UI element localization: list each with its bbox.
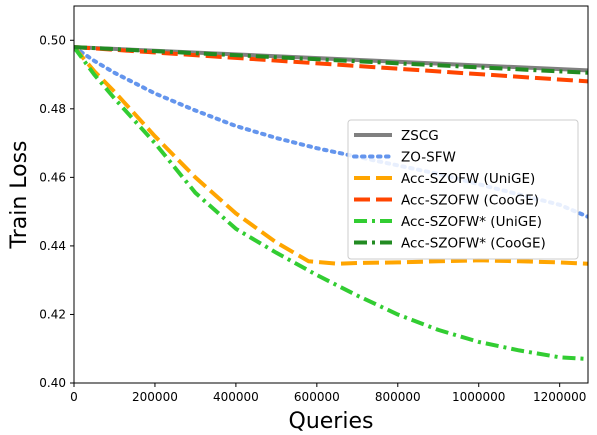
x-tick-label: 0	[70, 390, 78, 404]
legend-label: Acc-SZOFW (UniGE)	[401, 171, 535, 187]
series-line-5	[74, 45, 588, 361]
legend-label: Acc-SZOFW* (CooGE)	[401, 236, 546, 252]
series-line-6	[74, 45, 588, 75]
legend-label: ZO-SFW	[401, 150, 456, 166]
series-lines	[74, 45, 588, 361]
x-axis-label: Queries	[289, 409, 374, 434]
y-axis-label: Train Loss	[7, 140, 32, 249]
series-line-3	[74, 45, 588, 266]
legend: ZSCG ZO-SFW Acc-SZOFW (UniGE) Acc-SZOFW (Co…	[347, 119, 579, 260]
y-tick-label: 0.46	[39, 170, 66, 184]
series-line-4	[74, 45, 588, 84]
x-tick-label: 1000000	[452, 390, 505, 404]
legend-label: Acc-SZOFW (CooGE)	[401, 193, 539, 209]
x-tick-label: 800000	[375, 390, 421, 404]
legend-label: Acc-SZOFW* (UniGE)	[401, 214, 542, 230]
y-tick-label: 0.48	[39, 102, 66, 116]
legend-box	[347, 119, 579, 260]
x-tick-label: 200000	[132, 390, 178, 404]
y-tick-label: 0.40	[39, 376, 66, 390]
x-tick-label: 600000	[294, 390, 340, 404]
x-tick-label: 400000	[213, 390, 259, 404]
axes-frame	[73, 5, 589, 384]
axes: 0 200000 400000 600000 800000 1000000 1200000 0…	[39, 5, 589, 404]
y-tick-label: 0.50	[39, 33, 66, 47]
x-tick-label: 1200000	[533, 390, 586, 404]
y-tick-label: 0.44	[39, 239, 66, 253]
legend-label: ZSCG	[401, 128, 439, 144]
y-tick-label: 0.42	[39, 307, 66, 321]
